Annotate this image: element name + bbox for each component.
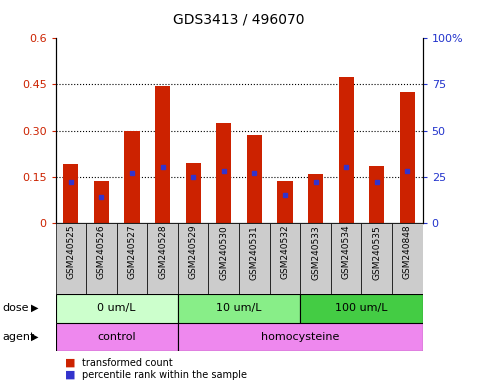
Bar — [178, 323, 423, 351]
Text: percentile rank within the sample: percentile rank within the sample — [82, 370, 247, 380]
Bar — [400, 92, 415, 223]
Bar — [369, 166, 384, 223]
Bar — [56, 323, 178, 351]
Bar — [117, 223, 147, 294]
Text: ■: ■ — [65, 358, 76, 368]
Bar — [63, 164, 78, 223]
Bar — [392, 223, 423, 294]
Text: 100 um/L: 100 um/L — [335, 303, 388, 313]
Text: GSM240529: GSM240529 — [189, 225, 198, 280]
Text: ▶: ▶ — [31, 303, 39, 313]
Text: GSM240533: GSM240533 — [311, 225, 320, 280]
Text: GDS3413 / 496070: GDS3413 / 496070 — [173, 13, 305, 27]
Text: agent: agent — [2, 332, 35, 342]
Bar — [56, 223, 86, 294]
Bar — [277, 181, 293, 223]
Text: GSM240528: GSM240528 — [158, 225, 167, 280]
Text: control: control — [98, 332, 136, 342]
Bar — [185, 163, 201, 223]
Bar — [247, 135, 262, 223]
Bar — [56, 294, 178, 323]
Bar — [339, 77, 354, 223]
Bar — [239, 223, 270, 294]
Bar — [178, 294, 300, 323]
Text: ▶: ▶ — [31, 332, 39, 342]
Text: dose: dose — [2, 303, 29, 313]
Bar — [155, 86, 170, 223]
Text: transformed count: transformed count — [82, 358, 173, 368]
Bar — [209, 223, 239, 294]
Bar — [125, 131, 140, 223]
Text: GSM240535: GSM240535 — [372, 225, 381, 280]
Bar — [300, 294, 423, 323]
Bar — [147, 223, 178, 294]
Bar — [178, 223, 209, 294]
Text: 10 um/L: 10 um/L — [216, 303, 262, 313]
Text: GSM240530: GSM240530 — [219, 225, 228, 280]
Text: homocysteine: homocysteine — [261, 332, 340, 342]
Bar — [216, 123, 231, 223]
Bar — [361, 223, 392, 294]
Bar — [94, 181, 109, 223]
Text: GSM240848: GSM240848 — [403, 225, 412, 280]
Text: ■: ■ — [65, 370, 76, 380]
Text: GSM240527: GSM240527 — [128, 225, 137, 280]
Text: 0 um/L: 0 um/L — [98, 303, 136, 313]
Text: GSM240532: GSM240532 — [281, 225, 289, 280]
Bar — [270, 223, 300, 294]
Text: GSM240526: GSM240526 — [97, 225, 106, 280]
Bar — [308, 174, 323, 223]
Text: GSM240534: GSM240534 — [341, 225, 351, 280]
Text: GSM240525: GSM240525 — [66, 225, 75, 280]
Bar — [331, 223, 361, 294]
Bar — [86, 223, 117, 294]
Text: GSM240531: GSM240531 — [250, 225, 259, 280]
Bar — [300, 223, 331, 294]
